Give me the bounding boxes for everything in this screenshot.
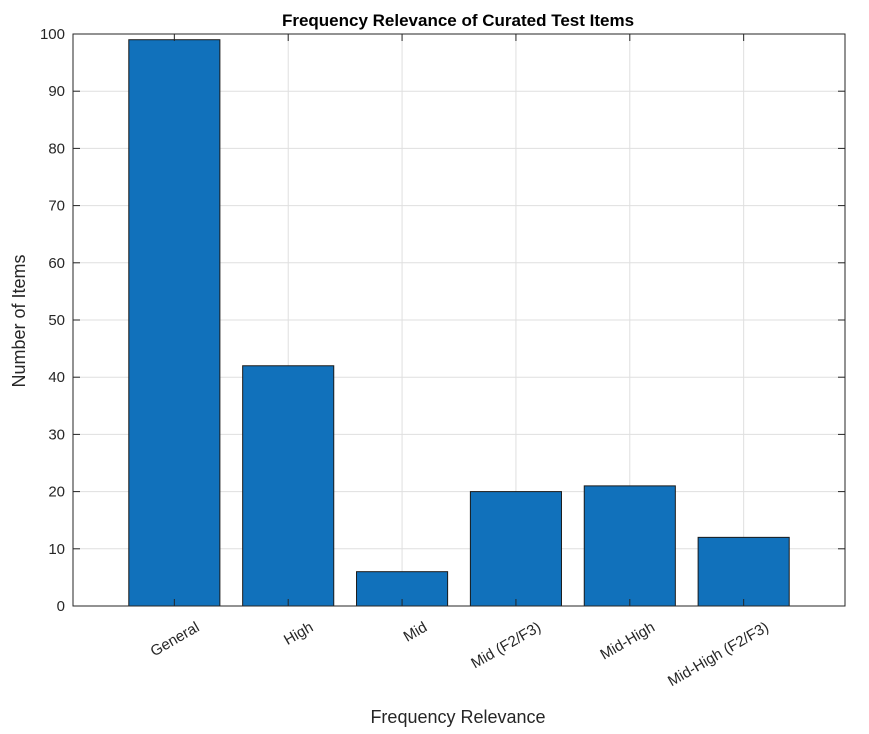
x-tick-label: Mid-High (F2/F3) — [665, 619, 772, 690]
x-tick-label: Mid (F2/F3) — [468, 619, 544, 672]
y-axis-ticks: 0 10 20 30 40 50 60 70 80 90 100 — [40, 26, 845, 615]
y-tick-label: 70 — [48, 198, 65, 215]
y-tick-label: 80 — [48, 140, 65, 157]
x-tick-label: General — [148, 619, 203, 660]
bar-mid-high-f2-f3 — [697, 536, 790, 607]
bar-mid-f2-f3 — [469, 491, 562, 607]
y-tick-label: 20 — [48, 484, 65, 501]
chart-title: Frequency Relevance of Curated Test Item… — [282, 11, 634, 30]
x-tick-label: Mid — [401, 619, 430, 646]
y-tick-label: 30 — [48, 426, 65, 443]
y-axis-label: Number of Items — [9, 254, 29, 387]
y-tick-label: 100 — [40, 26, 65, 43]
y-tick-label: 10 — [48, 541, 65, 558]
y-tick-label: 40 — [48, 369, 65, 386]
x-axis-ticks: General High Mid Mid (F2/F3) Mid-High Mid-Hig… — [148, 34, 772, 690]
x-tick-label: High — [281, 619, 316, 649]
x-axis-label: Frequency Relevance — [370, 707, 545, 727]
y-tick-label: 0 — [57, 598, 65, 615]
bar-general — [128, 39, 221, 607]
y-tick-label: 60 — [48, 255, 65, 272]
y-tick-label: 50 — [48, 312, 65, 329]
x-tick-label: Mid-High — [597, 619, 657, 664]
bar-high — [242, 365, 335, 607]
bar-mid-high — [583, 485, 676, 607]
bars — [128, 39, 790, 607]
y-tick-label: 90 — [48, 83, 65, 100]
